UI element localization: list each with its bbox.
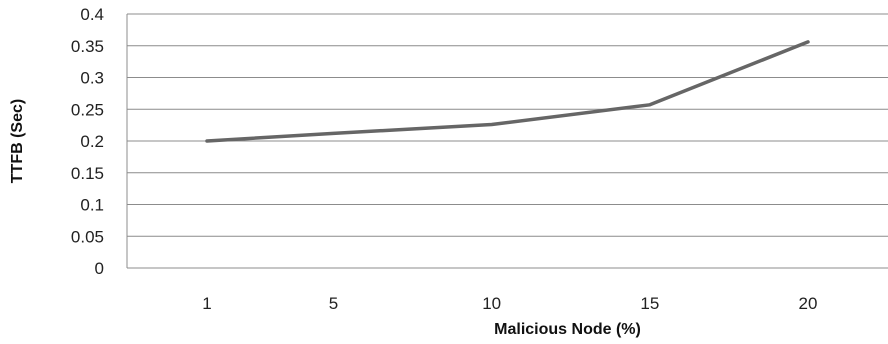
y-axis-ticks: 0 0.05 0.1 0.15 0.2 0.25 0.3 0.35 0.4 bbox=[71, 5, 104, 278]
y-tick-label: 0.25 bbox=[71, 100, 104, 119]
y-tick-label: 0.3 bbox=[80, 69, 104, 88]
x-axis-title: Malicious Node (%) bbox=[494, 321, 641, 338]
x-tick-label: 1 bbox=[202, 294, 211, 313]
x-tick-label: 15 bbox=[640, 294, 659, 313]
y-tick-label: 0.05 bbox=[71, 227, 104, 246]
y-tick-label: 0.15 bbox=[71, 164, 104, 183]
y-tick-label: 0.1 bbox=[80, 196, 104, 215]
x-tick-label: 20 bbox=[799, 294, 818, 313]
series-line bbox=[205, 40, 810, 143]
x-axis-ticks: 1 5 10 15 20 bbox=[202, 294, 817, 313]
gridlines bbox=[127, 13, 888, 237]
y-tick-label: 0 bbox=[95, 259, 104, 278]
y-tick-label: 0.4 bbox=[80, 5, 104, 24]
x-tick-label: 5 bbox=[329, 294, 338, 313]
y-tick-label: 0.35 bbox=[71, 37, 104, 56]
x-tick-label: 10 bbox=[482, 294, 501, 313]
y-tick-label: 0.2 bbox=[80, 132, 104, 151]
y-axis-title: TTFB (Sec) bbox=[9, 99, 26, 183]
